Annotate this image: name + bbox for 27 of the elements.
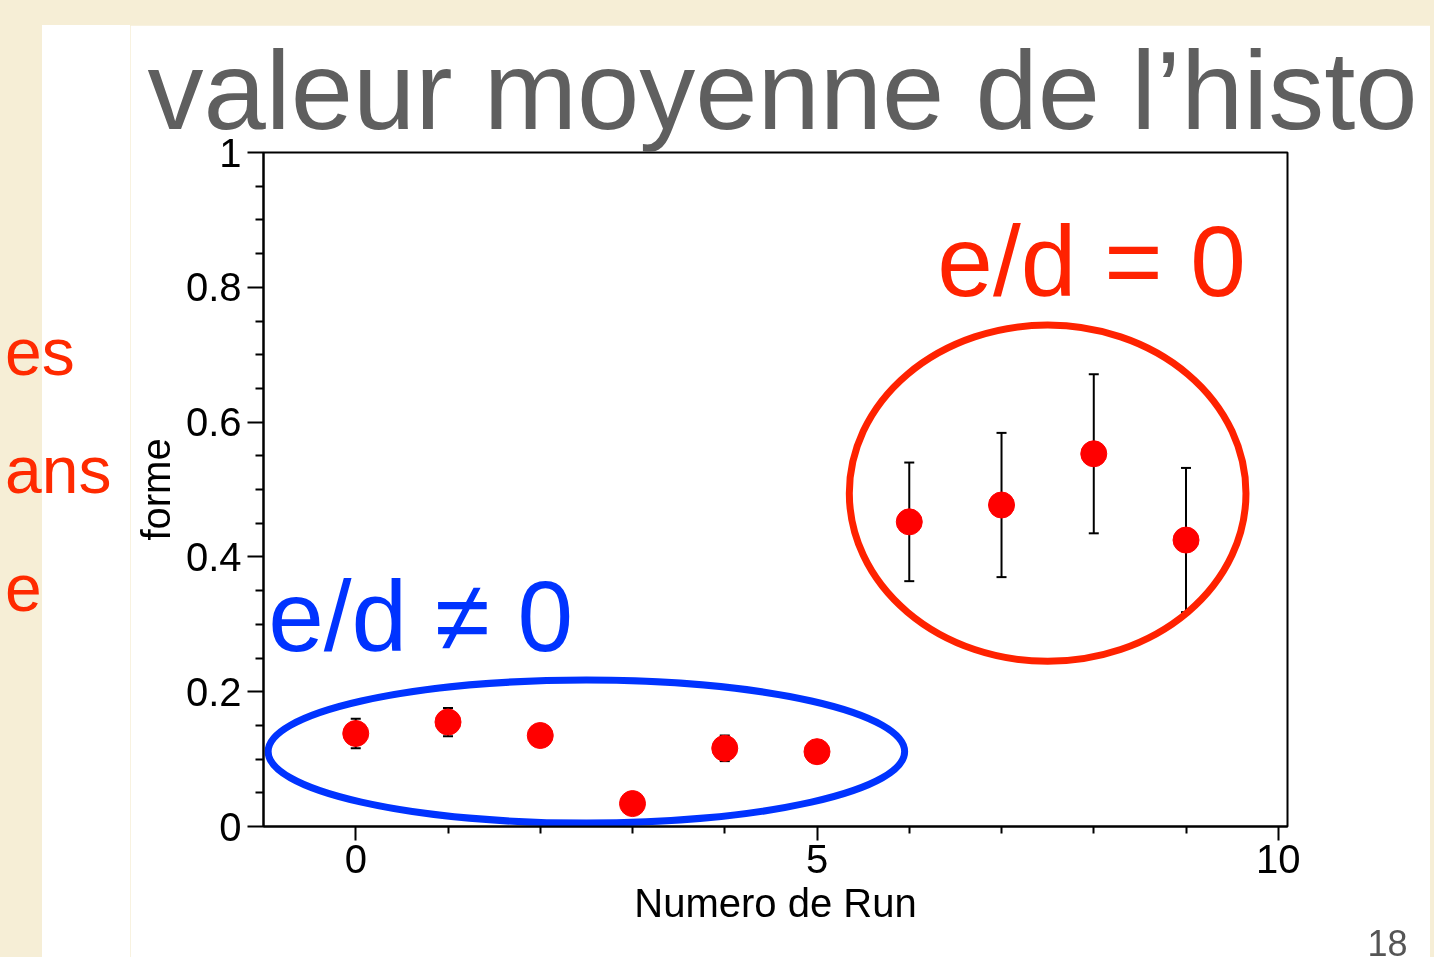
point [1080,440,1108,468]
text: ans [5,432,112,509]
x-tick-label: 5 [805,836,829,881]
y-tick-label: 0 [219,804,242,849]
y-tick-label: 1 [219,130,242,175]
x-tick-label: 10 [1256,836,1301,881]
point [988,491,1016,519]
point [1172,526,1200,554]
y-tick-label: 0.8 [185,265,242,310]
point [803,738,831,766]
annotation: e/d = 0 [937,205,1246,318]
point [895,508,923,536]
y-tick-label: 0.2 [185,669,242,714]
y-axis-title: forme [133,438,178,541]
point [342,720,370,747]
y-tick-label: 0.6 [185,400,242,445]
x-axis-title: Numero de Run [634,880,917,925]
point [434,708,462,736]
x-tick-label: 0 [344,836,367,881]
point [711,734,739,762]
text: es [5,314,75,391]
text: e [5,550,42,627]
annotation: e/d ≠ 0 [268,560,574,673]
y-tick-label: 0.4 [185,534,242,579]
point [619,790,647,818]
point [526,722,554,749]
text: 18 [1367,922,1408,957]
